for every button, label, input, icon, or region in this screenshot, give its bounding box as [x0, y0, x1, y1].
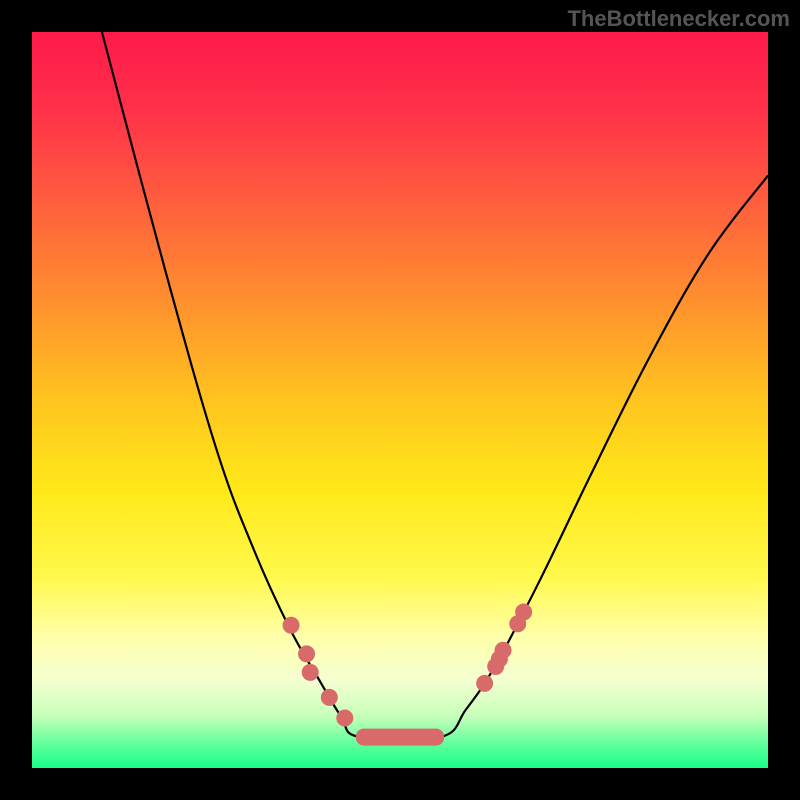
bottom-marker-band: [356, 729, 444, 746]
data-marker: [337, 710, 353, 726]
watermark-text: TheBottlenecker.com: [567, 6, 790, 32]
data-marker: [516, 604, 532, 620]
data-marker: [299, 646, 315, 662]
plot-area: [32, 32, 768, 768]
chart-svg: [32, 32, 768, 768]
data-marker: [477, 675, 493, 691]
data-marker: [321, 689, 337, 705]
data-marker: [283, 617, 299, 633]
chart-container: TheBottlenecker.com: [0, 0, 800, 800]
v-curve: [102, 32, 768, 740]
data-marker: [495, 642, 511, 658]
data-marker: [302, 664, 318, 680]
